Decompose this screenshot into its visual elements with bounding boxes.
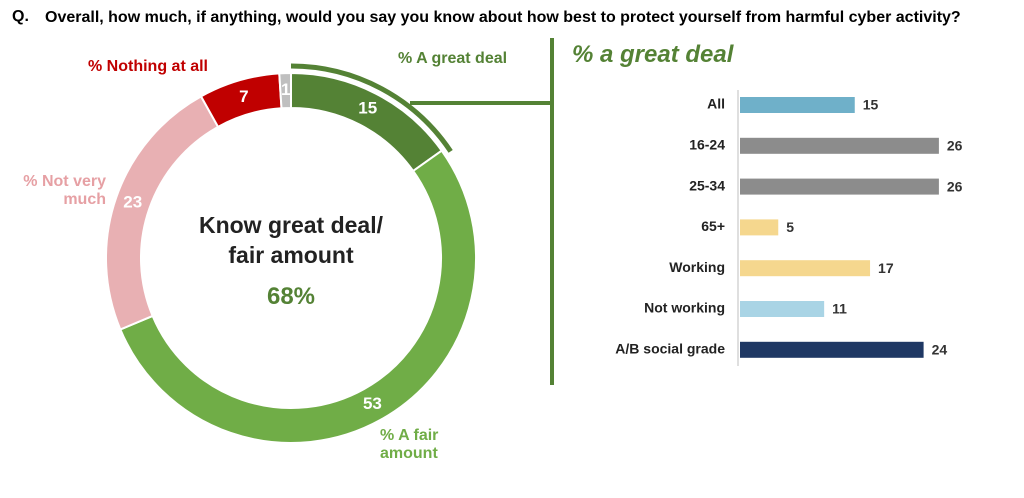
- donut-slice: [290, 71, 444, 173]
- y-tick-label: 65+: [701, 218, 725, 234]
- data-label: 23: [123, 193, 142, 212]
- bar: [740, 260, 871, 277]
- category-label: % A great deal: [398, 50, 508, 67]
- y-tick-label: 25-34: [689, 177, 725, 193]
- data-label: 17: [878, 260, 894, 276]
- y-tick-label: A/B social grade: [615, 341, 725, 357]
- center-value: 68%: [266, 283, 316, 310]
- y-tick-label: 16-24: [689, 137, 725, 153]
- bar: [740, 97, 855, 113]
- data-label: 26: [947, 138, 963, 154]
- y-tick-label: All: [707, 96, 725, 112]
- data-label: 53: [363, 394, 382, 413]
- data-label: 7: [239, 87, 248, 106]
- data-label: 24: [932, 342, 948, 358]
- bar: [740, 178, 939, 195]
- data-label: 26: [947, 178, 963, 194]
- donut-slice: [278, 71, 292, 110]
- bar: [740, 341, 924, 358]
- data-label: 5: [786, 219, 794, 235]
- highlight-arc: [290, 63, 453, 153]
- question-label: Q.: [12, 8, 29, 25]
- data-label: 15: [863, 97, 879, 113]
- bar: [740, 137, 939, 154]
- bar: [740, 219, 779, 236]
- center-label: Know great deal/ fair amount: [198, 212, 384, 268]
- bar: [740, 301, 825, 317]
- donut-slice: [119, 149, 477, 444]
- y-tick-label: Working: [669, 259, 725, 275]
- category-label: % Nothing at all: [88, 58, 208, 75]
- data-label: 1: [281, 80, 290, 99]
- data-label: 15: [358, 99, 377, 118]
- category-label: % A fair amount: [380, 427, 439, 462]
- question: Overall, how much, if anything, would yo…: [45, 9, 961, 26]
- bar-title: % a great deal: [572, 41, 734, 68]
- data-label: 11: [832, 301, 847, 317]
- category-label: % Not very much: [23, 173, 106, 208]
- y-tick-label: Not working: [644, 300, 725, 316]
